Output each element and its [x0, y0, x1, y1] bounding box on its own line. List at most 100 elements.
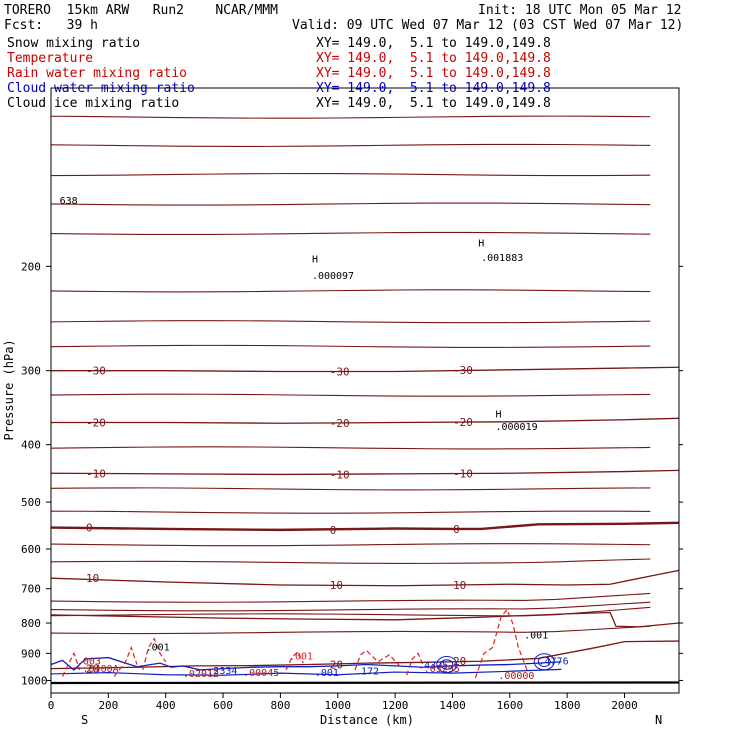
x-tick-label: 1000	[325, 699, 352, 712]
x-tick-label: 1400	[439, 699, 466, 712]
isotherm-line	[50, 289, 651, 293]
y-tick-label: 300	[21, 365, 41, 378]
contour-label: H	[312, 254, 318, 265]
endpoint-right-label: N	[655, 713, 662, 727]
contour-label: .001	[524, 631, 548, 642]
isotherm--20	[51, 417, 680, 424]
isotherm-line	[50, 202, 651, 206]
contour-label: .001883	[481, 253, 523, 264]
isotherm-line	[50, 344, 651, 348]
isotherm-line	[50, 393, 651, 397]
isotherm-label: 0	[86, 522, 93, 535]
isotherm-line	[50, 592, 651, 603]
isotherm-line	[50, 487, 651, 491]
isotherm-label: -10	[453, 467, 473, 480]
rain-water-contour	[406, 652, 425, 676]
x-tick-label: 800	[271, 699, 291, 712]
contour-label: .001	[289, 652, 313, 663]
x-tick-label: 1800	[554, 699, 581, 712]
isotherm-label: 0	[453, 523, 460, 536]
rain-water-contour	[474, 608, 528, 679]
isotherm-line	[50, 558, 651, 564]
cloud-water-contour	[50, 668, 562, 676]
legend-field-xy: XY= 149.0, 5.1 to 149.0,149.8	[316, 36, 551, 51]
x-tick-label: 200	[98, 699, 118, 712]
rain-water-contour	[113, 645, 138, 677]
legend-field-name: Cloud ice mixing ratio	[7, 96, 180, 111]
y-tick-label: 500	[21, 496, 41, 509]
legend-field-name: Snow mixing ratio	[7, 36, 141, 51]
contour-label: .001	[315, 668, 339, 679]
isotherm-line	[50, 115, 651, 119]
contour-label: .003	[77, 657, 101, 668]
isotherm--10	[50, 469, 680, 476]
contour-label: .2334	[207, 666, 237, 677]
isotherm-line	[50, 143, 651, 147]
isotherm-label: -10	[330, 468, 350, 481]
y-tick-label: 400	[21, 439, 41, 452]
isotherm-line	[50, 611, 680, 628]
isotherm-label: 0	[330, 524, 337, 537]
isotherm-label: -20	[86, 417, 106, 430]
contour-label: 638	[60, 196, 78, 207]
contour-label: H	[478, 238, 484, 249]
isotherm-label: -30	[453, 364, 473, 377]
y-tick-label: 700	[21, 583, 41, 596]
isotherm-line	[50, 446, 651, 450]
legend-field-name: Temperature	[7, 51, 94, 66]
background-isotherms	[50, 115, 651, 635]
contour-label: H	[495, 410, 501, 421]
forecast-hour: Fcst: 39 h	[4, 18, 98, 33]
isotherm-label: -20	[330, 417, 350, 430]
endpoint-left-label: S	[81, 713, 88, 727]
legend-field-xy: XY= 149.0, 5.1 to 149.0,149.8	[316, 96, 551, 111]
legend-field-xy: XY= 149.0, 5.1 to 149.0,149.8	[316, 66, 551, 81]
x-tick-label: 400	[156, 699, 176, 712]
isotherm-line	[50, 601, 651, 612]
contour-label: .03295	[424, 664, 460, 675]
contour-label: .02012	[183, 669, 219, 680]
isotherm-label: 10	[86, 572, 99, 585]
rain-water-contour	[61, 651, 81, 677]
valid-time: Valid: 09 UTC Wed 07 Mar 12 (03 CST Wed …	[292, 18, 684, 33]
contour-label: .00000	[498, 671, 534, 682]
model-title: TORERO 15km ARW Run2 NCAR/MMM	[4, 3, 278, 18]
y-axis-label: Pressure (hPa)	[2, 339, 16, 440]
x-tick-label: 2000	[611, 699, 638, 712]
isotherm-label: -20	[453, 416, 473, 429]
contour-label: .4375	[418, 661, 448, 672]
rain-water-contour	[142, 637, 167, 671]
isotherm-label: -10	[86, 467, 106, 480]
contour-label: .0400A	[83, 664, 119, 675]
isotherm-label: 10	[453, 579, 466, 592]
cloud-water-contour	[440, 659, 454, 670]
isotherm-label: -30	[330, 366, 350, 379]
cloud-water-contour	[537, 656, 551, 668]
contour-label: .001	[146, 642, 170, 653]
plot-frame	[50, 87, 680, 694]
x-tick-label: 0	[48, 699, 55, 712]
rain-water-contour	[285, 650, 304, 671]
cloud-water-contour	[50, 656, 562, 671]
legend-field-name: Rain water mixing ratio	[7, 66, 188, 81]
isotherm-label: 10	[330, 579, 343, 592]
isotherm-label: 20	[330, 659, 343, 672]
x-tick-label: 1600	[497, 699, 524, 712]
y-tick-label: 1000	[21, 674, 48, 687]
x-tick-label: 600	[213, 699, 233, 712]
isotherm-line	[50, 625, 651, 635]
contour-label: .4776	[538, 657, 568, 668]
y-tick-label: 200	[21, 260, 41, 273]
isotherm-line	[50, 543, 651, 547]
isotherm-10	[50, 569, 680, 587]
isotherm-line	[50, 172, 651, 177]
cloud-water-contour	[533, 653, 555, 671]
y-tick-label: 600	[21, 543, 41, 556]
x-axis-label: Distance (km)	[320, 713, 414, 727]
legend-field-xy: XY= 149.0, 5.1 to 149.0,149.8	[316, 51, 551, 66]
isotherm-0	[50, 521, 680, 532]
contour-label: .172	[355, 666, 379, 677]
isotherm-line	[50, 231, 651, 236]
isotherm-line	[50, 320, 651, 324]
